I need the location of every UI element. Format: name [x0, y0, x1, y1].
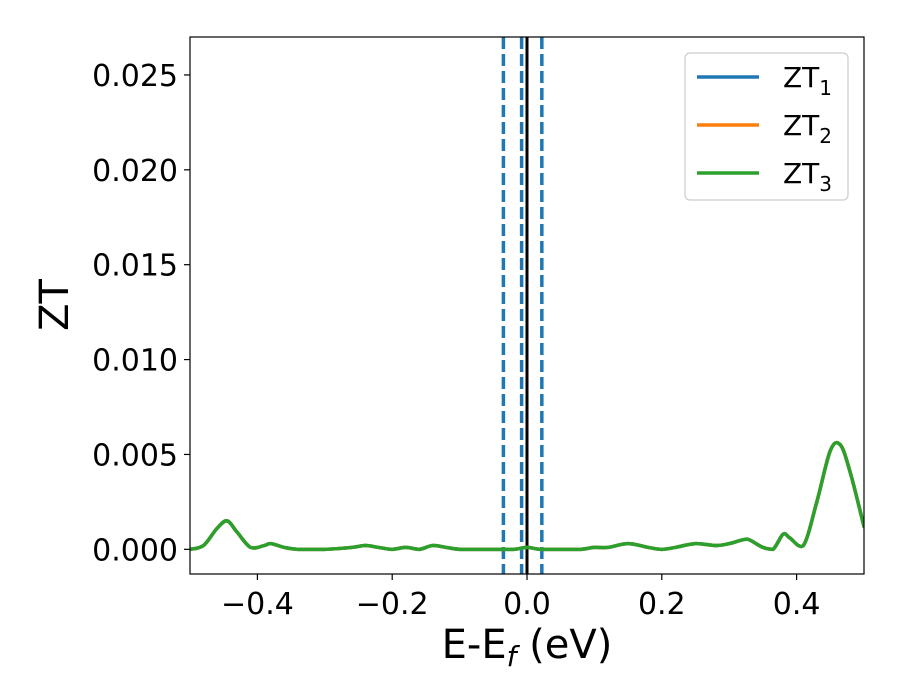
- legend: ZT1 ZT2 ZT3: [684, 52, 849, 201]
- series-group: [190, 440, 864, 552]
- series-line-zt3: [190, 440, 864, 552]
- legend-box: [684, 52, 849, 201]
- x-tick-label: −0.4: [221, 587, 294, 622]
- x-axis: −0.4 −0.2 0.0 0.2 0.4: [221, 574, 820, 622]
- y-tick-label: 0.010: [92, 344, 178, 379]
- legend-label-zt1: ZT1: [783, 61, 832, 100]
- legend-label-zt2: ZT2: [783, 109, 832, 148]
- y-tick-label: 0.005: [92, 438, 178, 473]
- y-tick-label: 0.015: [92, 249, 178, 284]
- y-axis-label: ZT: [32, 279, 78, 331]
- x-tick-label: 0.4: [773, 587, 821, 622]
- reference-lines: [501, 37, 544, 574]
- x-tick-label: 0.0: [503, 587, 551, 622]
- y-tick-label: 0.020: [92, 154, 178, 189]
- x-tick-label: 0.2: [638, 587, 686, 622]
- x-axis-label: E-Ef (eV): [442, 622, 613, 673]
- y-tick-label: 0.000: [92, 533, 178, 568]
- legend-label-zt3: ZT3: [783, 157, 832, 196]
- y-axis: 0.000 0.005 0.010 0.015 0.020 0.025: [92, 59, 190, 568]
- y-tick-label: 0.025: [92, 59, 178, 94]
- x-tick-label: −0.2: [356, 587, 429, 622]
